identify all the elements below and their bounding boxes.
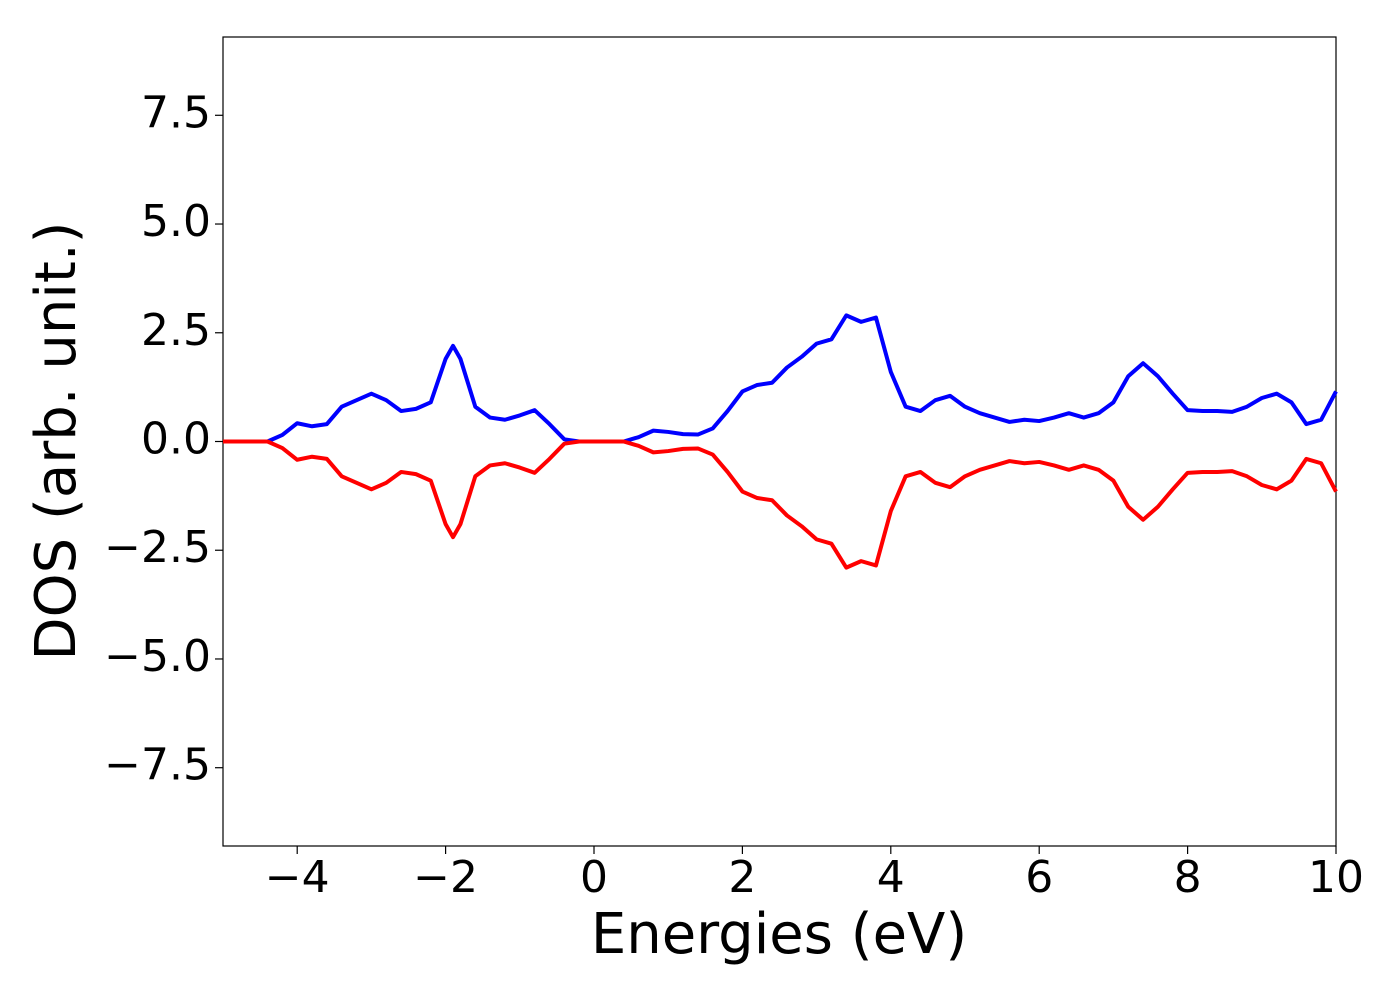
plot-frame: [222, 36, 1337, 847]
y-axis-label: DOS (arb. unit.): [24, 221, 89, 660]
y-tick-label: 5.0: [141, 196, 211, 247]
x-tick-label: −4: [265, 852, 330, 903]
x-tick-label: 4: [877, 852, 905, 903]
x-tick-label: 2: [728, 852, 756, 903]
y-tick-label: 7.5: [141, 87, 211, 138]
data-line: [223, 313, 1338, 444]
x-tick-label: 6: [1025, 852, 1053, 903]
x-axis-label: Energies (eV): [591, 902, 967, 967]
x-tick-label: 10: [1308, 852, 1364, 903]
x-tick-label: −2: [413, 852, 478, 903]
y-tick-label: −5.0: [104, 631, 211, 682]
y-tick-label: 0.0: [141, 414, 211, 465]
y-tick-label: −2.5: [104, 522, 211, 573]
data-line: [223, 439, 1338, 570]
x-tick-label: 0: [580, 852, 608, 903]
y-tick-label: −7.5: [104, 740, 211, 791]
x-tick-label: 8: [1174, 852, 1202, 903]
y-tick-label: 2.5: [141, 305, 211, 356]
